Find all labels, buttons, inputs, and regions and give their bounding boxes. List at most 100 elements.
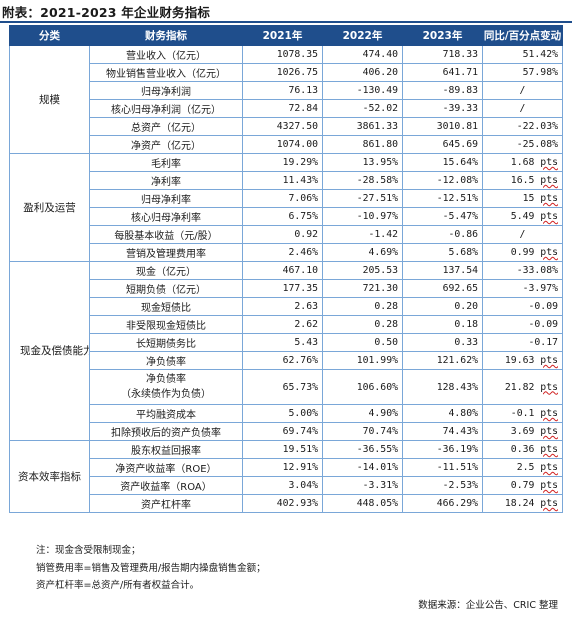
value-2023: 692.65 xyxy=(402,279,483,298)
metric-cell: 营业收入（亿元） xyxy=(89,45,243,64)
data-source: 数据来源：企业公告、CRIC 整理 xyxy=(418,600,558,611)
value-change: 21.82 pts xyxy=(482,369,563,405)
value-2021: 1026.75 xyxy=(242,63,323,82)
metric-cell: 现金（亿元） xyxy=(89,261,243,280)
header-2022: 2022年 xyxy=(322,25,403,46)
footnotes: 注：现金含受限制现金； 销管费用率=销售及管理费用/报告期内操盘销售金额； 资产… xyxy=(36,542,266,595)
value-2021: 19.29% xyxy=(242,153,323,172)
value-2023: 128.43% xyxy=(402,369,483,405)
value-2023: -89.83 xyxy=(402,81,483,100)
value-2021: 72.84 xyxy=(242,99,323,118)
value-2022: 4.69% xyxy=(322,243,403,262)
metric-label: 资产收益率（ROA） xyxy=(120,482,212,493)
change-text: 0.79 pts xyxy=(510,480,558,491)
table-row: 净负债率 62.76% 101.99% 121.62% 19.63 pts xyxy=(10,351,563,370)
table-row: 归母净利润 76.13 -130.49 -89.83 / xyxy=(10,81,563,100)
header-row: 分类 财务指标 2021年 2022年 2023年 同比/百分点变动 xyxy=(9,25,563,46)
value-2023: 15.64% xyxy=(402,153,483,172)
metric-label: 资产杠杆率 xyxy=(141,500,191,511)
change-text: / xyxy=(519,85,526,96)
value-2021: 4327.50 xyxy=(242,117,323,136)
table-row: 净资产收益率（ROE） 12.91% -14.01% -11.51% 2.5 pts xyxy=(10,458,563,477)
value-change: 2.5 pts xyxy=(482,458,563,477)
value-2021: 1078.35 xyxy=(242,45,323,64)
change-text: 16.5 pts xyxy=(510,175,558,186)
value-2021: 12.91% xyxy=(242,458,323,477)
value-2023: -2.53% xyxy=(402,476,483,495)
metric-label: 总资产（亿元） xyxy=(131,123,201,134)
metric-label: 归母净利率 xyxy=(141,195,191,206)
footnote-1: 注：现金含受限制现金； xyxy=(36,545,141,556)
table-row: 长短期债务比 5.43 0.50 0.33 -0.17 xyxy=(10,333,563,352)
metric-cell: 净负债率 xyxy=(89,351,243,370)
metric-cell: 归母净利润 xyxy=(89,81,243,100)
value-change: 18.24 pts xyxy=(482,494,563,513)
change-text: 57.98% xyxy=(522,67,558,78)
table-row: 净资产（亿元） 1074.00 861.80 645.69 -25.08% xyxy=(10,135,563,154)
value-2023: 3010.81 xyxy=(402,117,483,136)
metric-label: 短期负债（亿元） xyxy=(126,285,206,296)
table-row: 营销及管理费用率 2.46% 4.69% 5.68% 0.99 pts xyxy=(10,243,563,262)
metric-cell: 总资产（亿元） xyxy=(89,117,243,136)
metric-label: 净负债率 xyxy=(146,357,186,368)
metric-label: 净资产收益率（ROE） xyxy=(115,464,217,475)
table-row: 资本效率指标 股东权益回报率 19.51% -36.55% -36.19% 0.36 pt… xyxy=(9,440,563,513)
value-change: / xyxy=(482,225,563,244)
change-text: 19.63 pts xyxy=(504,355,558,366)
value-2021: 5.00% xyxy=(242,404,323,423)
value-2023: 121.62% xyxy=(402,351,483,370)
category-cell: 资本效率指标 xyxy=(9,440,90,513)
value-2021: 2.62 xyxy=(242,315,323,334)
value-2023: 645.69 xyxy=(402,135,483,154)
category-cell: 现金及偿债能力指标 xyxy=(9,261,90,441)
spellcheck-underline: pts xyxy=(540,444,558,455)
value-2022: 0.28 xyxy=(322,297,403,316)
value-change: 1.68 pts xyxy=(482,153,563,172)
value-2023: 74.43% xyxy=(402,422,483,441)
metric-label: 长短期债务比 xyxy=(136,339,196,350)
value-change: 51.42% xyxy=(482,45,563,64)
metric-cell: 长短期债务比 xyxy=(89,333,243,352)
metric-label: 核心归母净利率 xyxy=(131,213,201,224)
table-row: 物业销售营业收入（亿元） 1026.75 406.20 641.71 57.98% xyxy=(10,63,563,82)
spellcheck-underline: pts xyxy=(540,247,558,258)
table-row: 盈利及运营 毛利率 19.29% 13.95% 15.64% 1.68 pts xyxy=(9,153,563,262)
metric-label: 物业销售营业收入（亿元） xyxy=(106,69,226,80)
metric-label: 每股基本收益（元/股） xyxy=(114,231,218,242)
value-2021: 65.73% xyxy=(242,369,323,405)
value-2021: 3.04% xyxy=(242,476,323,495)
value-2021: 19.51% xyxy=(242,440,323,459)
table-row: 每股基本收益（元/股） 0.92 -1.42 -0.86 / xyxy=(10,225,563,244)
header-metric: 财务指标 xyxy=(89,25,243,46)
table-row: 净利率 11.43% -28.58% -12.08% 16.5 pts xyxy=(10,171,563,190)
header-category: 分类 xyxy=(9,25,90,46)
financial-indicators-table: 分类 财务指标 2021年 2022年 2023年 同比/百分点变动 规模 营业收… xyxy=(9,25,563,513)
change-text: 2.5 pts xyxy=(516,462,558,473)
metric-cell: 资产杠杆率 xyxy=(89,494,243,513)
metric-sublabel: （永续债作为负债） xyxy=(121,389,211,400)
value-2021: 7.06% xyxy=(242,189,323,208)
value-2022: 70.74% xyxy=(322,422,403,441)
table-row: 总资产（亿元） 4327.50 3861.33 3010.81 -22.03% xyxy=(10,117,563,136)
metric-label: 营业收入（亿元） xyxy=(126,51,206,62)
value-2021: 1074.00 xyxy=(242,135,323,154)
change-text: 3.69 pts xyxy=(510,426,558,437)
header-2023: 2023年 xyxy=(402,25,483,46)
metric-cell: 营销及管理费用率 xyxy=(89,243,243,262)
value-2021: 2.46% xyxy=(242,243,323,262)
table-row: 归母净利率 7.06% -27.51% -12.51% 15 pts xyxy=(10,189,563,208)
metric-cell: 净资产（亿元） xyxy=(89,135,243,154)
metric-cell: 核心归母净利率 xyxy=(89,207,243,226)
value-2022: 13.95% xyxy=(322,153,403,172)
table-row: 净负债率 （永续债作为负债） 65.73% 106.60% 128.43% 21.82 p… xyxy=(10,369,563,405)
value-change: 19.63 pts xyxy=(482,351,563,370)
metric-cell: 净资产收益率（ROE） xyxy=(89,458,243,477)
value-2022: -36.55% xyxy=(322,440,403,459)
value-change: 57.98% xyxy=(482,63,563,82)
metric-cell: 股东权益回报率 xyxy=(89,440,243,459)
value-change: -25.08% xyxy=(482,135,563,154)
value-2022: 861.80 xyxy=(322,135,403,154)
value-2022: 3861.33 xyxy=(322,117,403,136)
value-2022: 4.90% xyxy=(322,404,403,423)
